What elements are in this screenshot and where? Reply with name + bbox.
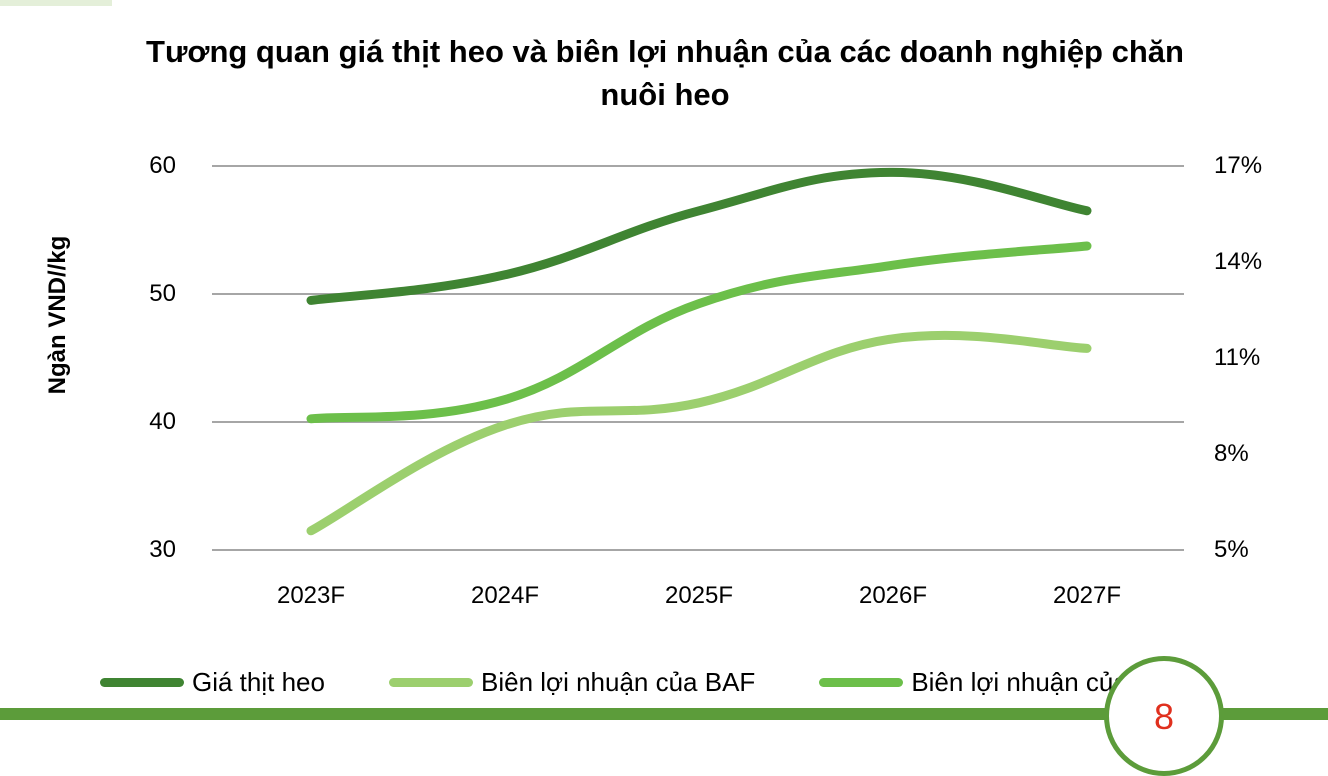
y-tick-left: 60 <box>149 152 176 179</box>
y-tick-right: 8% <box>1214 440 1249 467</box>
x-tick-label: 2027F <box>1052 582 1122 609</box>
y-tick-right: 17% <box>1214 152 1263 179</box>
x-tick-label: 2026F <box>858 582 928 609</box>
legend-swatch <box>388 677 473 687</box>
y-tick-left: 30 <box>149 536 176 563</box>
x-tick-label: 2024F <box>470 582 540 609</box>
x-tick-label: 2023F <box>276 582 346 609</box>
y-tick-right: 11% <box>1214 344 1261 371</box>
y-tick-right: 14% <box>1214 248 1263 275</box>
corner-accent-bar <box>0 0 112 6</box>
x-tick-label: 2025F <box>664 582 734 609</box>
legend-item-pork-price: Giá thịt heo <box>100 667 325 698</box>
series-line-0 <box>306 167 1092 305</box>
legend-label: Giá thịt heo <box>192 666 325 697</box>
chart-title: Tương quan giá thịt heo và biên lợi nhuậ… <box>146 34 1184 112</box>
legend-swatch <box>819 677 904 687</box>
legend-swatch <box>100 677 184 687</box>
legend-item-baf-margin: Biên lợi nhuận của BAF <box>388 666 756 698</box>
legend-label: Biên lợi nhuận của BAF <box>480 666 756 697</box>
chart-plot-area <box>212 165 1184 551</box>
page-number: 8 <box>1153 696 1175 737</box>
legend: Giá thịt heo Biên lợi nhuận của BAF Biên… <box>100 664 1254 700</box>
y-tick-left: 50 <box>149 280 176 307</box>
y-tick-right: 5% <box>1214 536 1249 563</box>
footer-bar <box>0 708 1328 720</box>
y-tick-left: 40 <box>149 408 176 435</box>
series-line-1 <box>306 330 1092 536</box>
series-line-2 <box>306 241 1092 424</box>
